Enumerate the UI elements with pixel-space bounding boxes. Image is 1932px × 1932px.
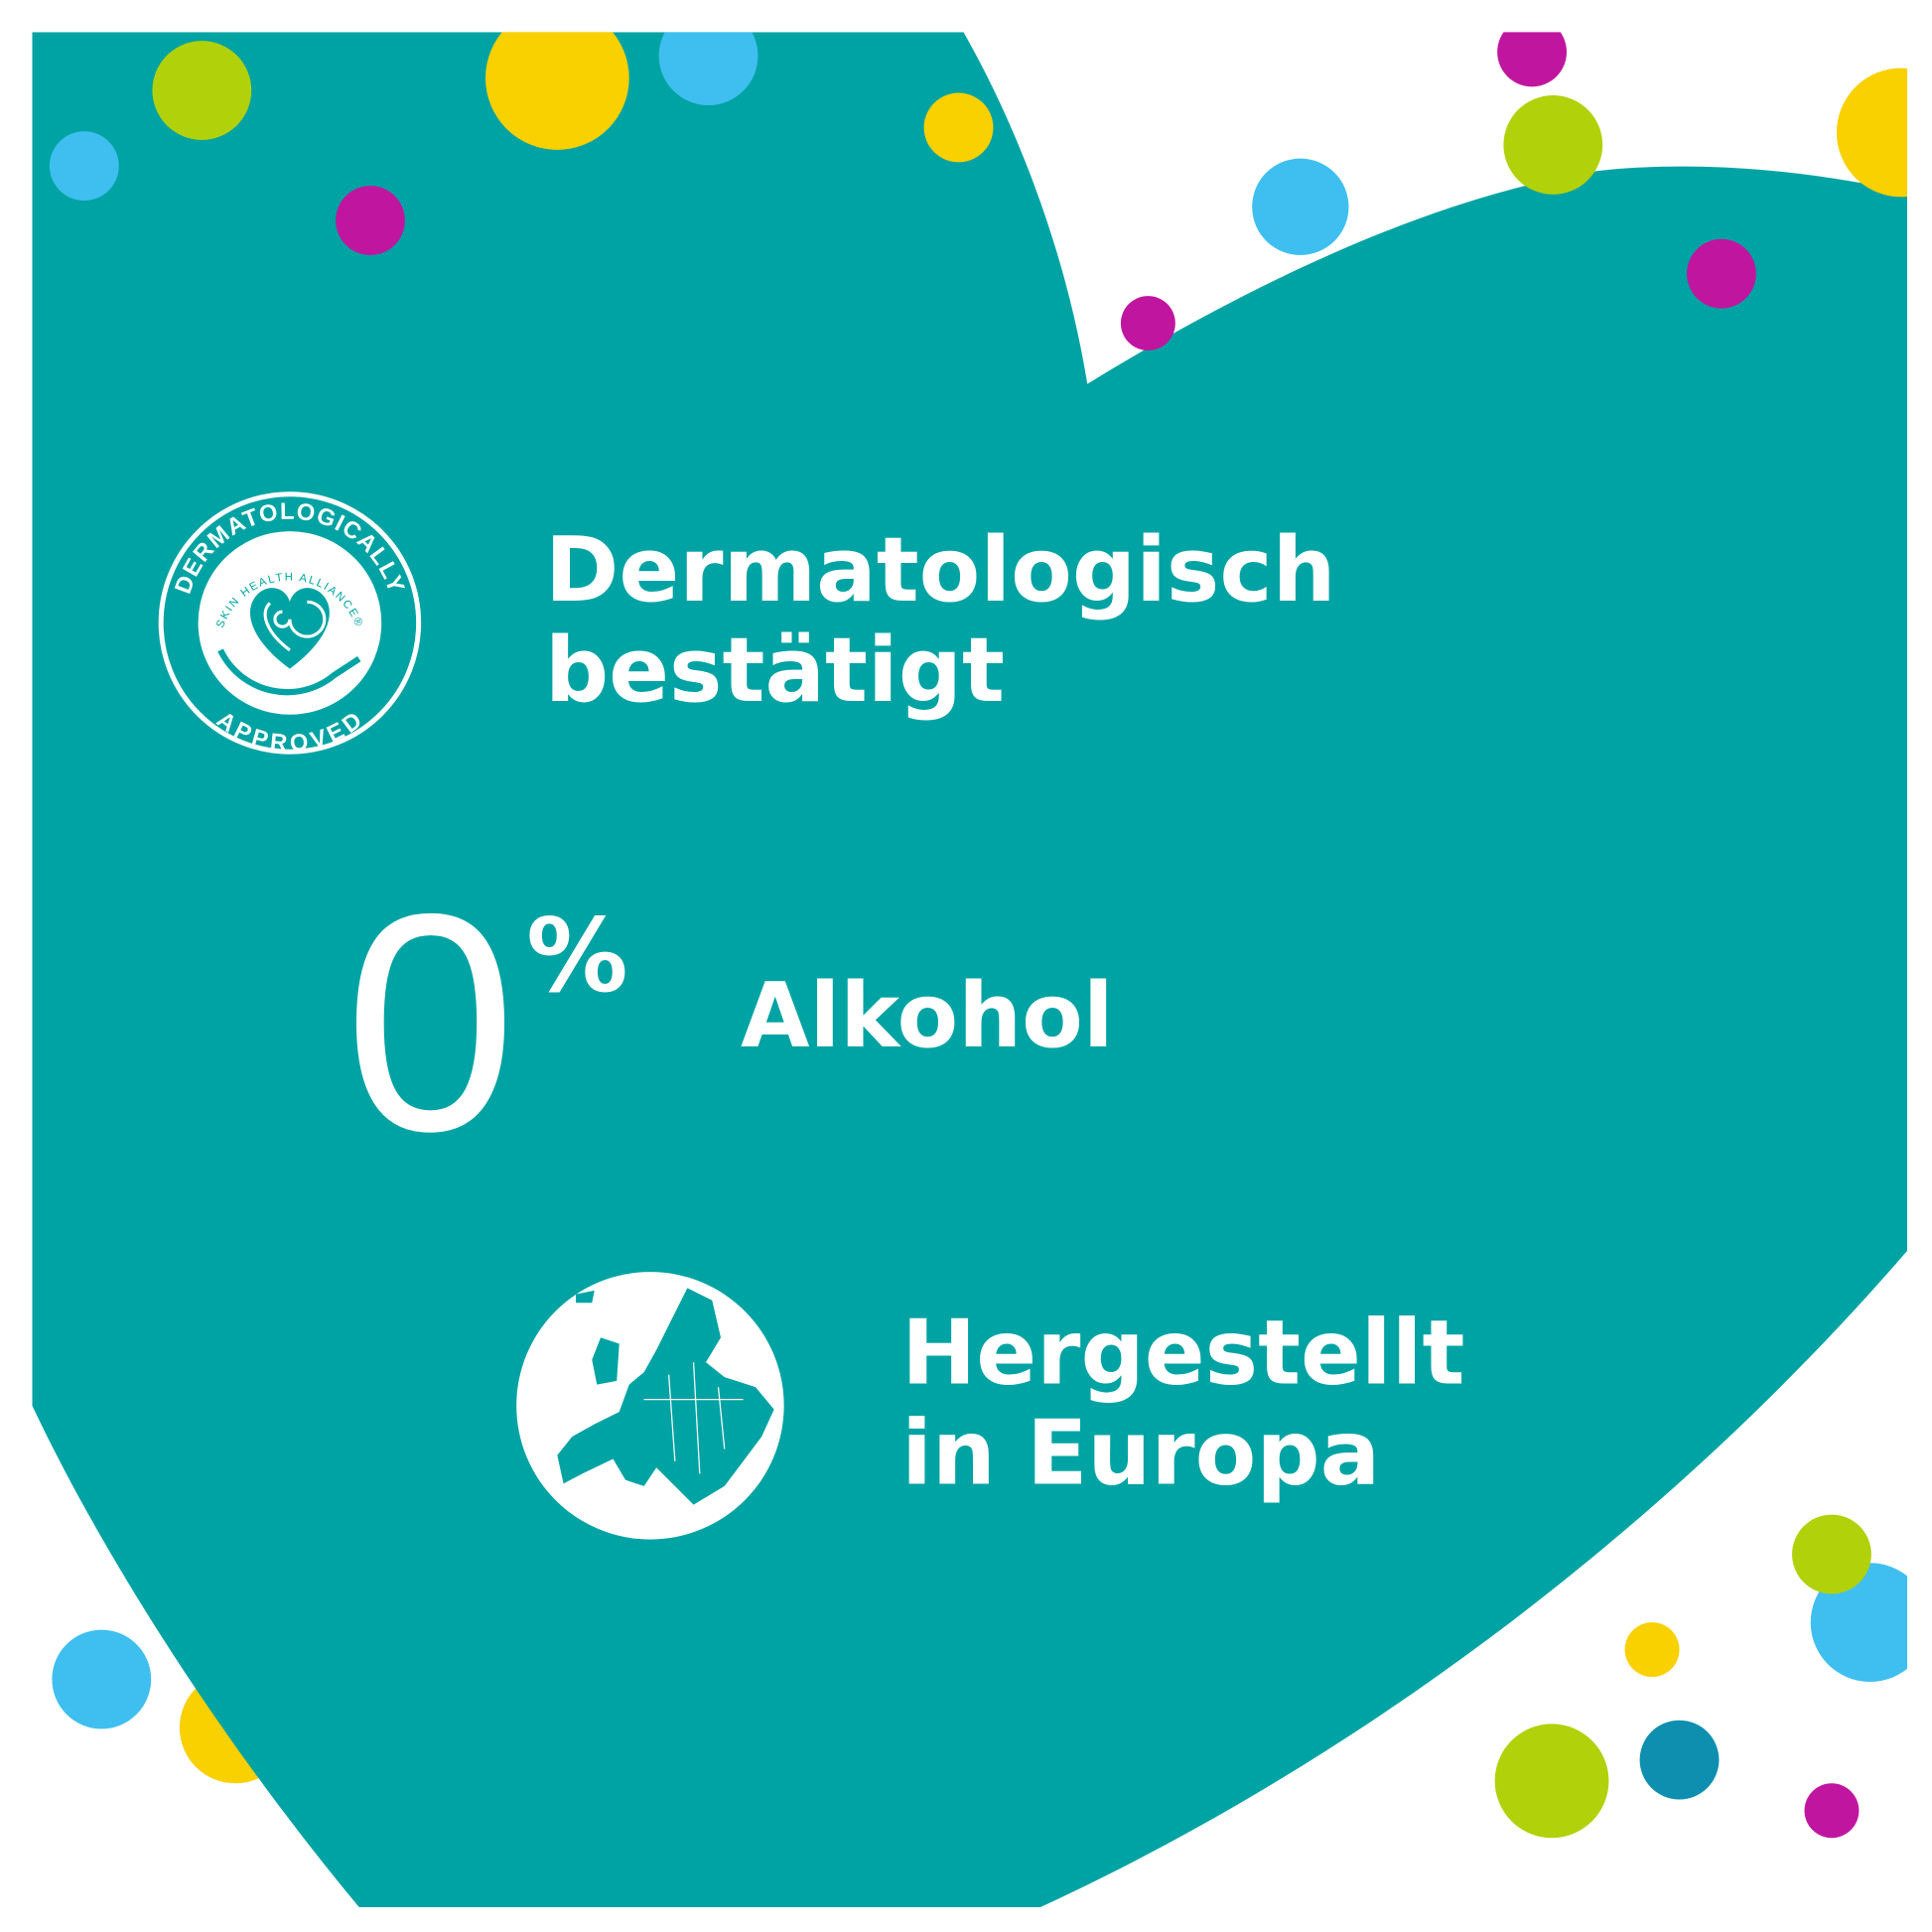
- dot: [52, 1629, 152, 1729]
- dot: [1804, 1783, 1860, 1839]
- claim-dermatologically-line2: bestätigt: [545, 620, 1005, 723]
- heart-background: [32, 32, 1908, 1908]
- dot: [1120, 296, 1175, 351]
- dot: [1792, 1514, 1871, 1594]
- claim-dermatologically-line1: Dermatologisch: [545, 519, 1336, 622]
- dot: [1687, 238, 1756, 309]
- claim-made-in-europe-line2: in Europa: [901, 1402, 1380, 1505]
- claim-made-in-europe-line1: Hergestellt: [901, 1302, 1464, 1405]
- dot: [1836, 68, 1908, 198]
- dot: [1252, 158, 1349, 255]
- dot: [49, 131, 119, 202]
- dot: [1494, 1724, 1609, 1839]
- zero-number: 0: [345, 851, 516, 1196]
- fingerprint-heart-hand-icon: [217, 588, 361, 696]
- dot: [1497, 32, 1567, 87]
- percent-sign: %: [526, 897, 627, 1016]
- dot: [485, 32, 629, 150]
- dot: [1639, 1720, 1720, 1800]
- dot: [1624, 1622, 1680, 1678]
- claim-alcohol: Alkohol: [741, 965, 1114, 1068]
- dot: [336, 186, 405, 255]
- europe-globe-icon: [516, 1272, 784, 1540]
- dot: [1503, 95, 1603, 195]
- dot: [152, 41, 252, 140]
- dot: [658, 32, 759, 106]
- dot: [923, 92, 994, 163]
